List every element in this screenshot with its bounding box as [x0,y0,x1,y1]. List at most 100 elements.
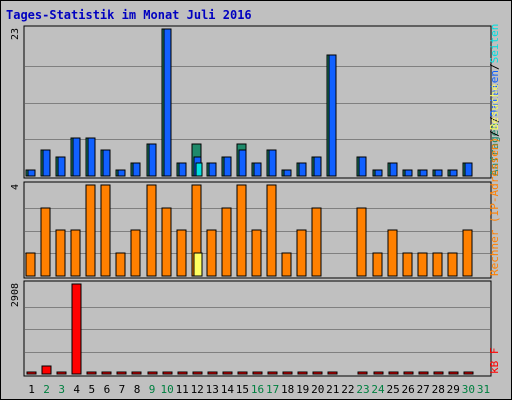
legend-label-part: Anfragen [488,123,501,176]
visits-panel-bar-rechner-ip-adressen--day-1 [25,252,36,277]
visits-panel-bar-rechner-ip-adressen--day-26 [402,252,413,277]
visits-panel-bar-rechner-ip-adressen--day-19 [296,229,307,277]
kb-panel-bar-kb-f-day-21 [327,371,338,375]
x-tick-label-day-7: 7 [119,383,126,396]
kb-panel-bar-kb-f-day-5 [86,371,97,375]
requests-panel-bar-dateien-day-11 [178,162,187,177]
x-tick-label-day-31: 31 [477,383,490,396]
visits-panel-bar-rechner-ip-adressen--day-27 [417,252,428,277]
kb-panel-bar-kb-f-day-27 [418,371,429,375]
visits-panel-bar-rechner-ip-adressen--day-8 [130,229,141,277]
requests-panel-bar-seiten-day-12 [195,162,203,177]
visits-panel-bar-rechner-ip-adressen--day-4 [70,229,81,277]
visits-panel-bar-rechner-ip-adressen--day-7 [115,252,126,277]
visits-panel-bar-rechner-ip-adressen--day-14 [221,207,232,277]
visits-panel-bar-rechner-ip-adressen--day-11 [176,229,187,277]
kb-panel-bar-kb-f-day-24 [373,371,384,375]
kb-panel-bar-kb-f-day-6 [101,371,112,375]
requests-panel-bar-dateien-day-9 [148,143,157,177]
x-tick-label-day-15: 15 [236,383,249,396]
kb-panel-bar-kb-f-day-15 [237,371,248,375]
requests-panel-bar-dateien-day-10 [163,28,172,177]
visits-panel-bar-rechner-ip-adressen--day-2 [40,207,51,277]
kb-panel-bar-kb-f-day-29 [448,371,459,375]
visits-panel-bar-rechner-ip-adressen--day-9 [146,184,157,277]
visits-panel-bar-rechner-ip-adressen--day-30 [462,229,473,277]
visits-panel-bar-rechner-ip-adressen--day-28 [432,252,443,277]
x-axis-day-labels: 1 2 3 4 5 6 7 8 9 10 11 12 13 14 15 16 17 18 19 20 21 22 23 24 2… [28,383,490,396]
x-tick-label-day-13: 13 [206,383,219,396]
x-tick-label-day-16: 16 [251,383,264,396]
kb-panel-bar-kb-f-day-18 [282,371,293,375]
requests-panel-bar-dateien-day-7 [117,169,126,177]
requests-panel-bar-dateien-day-8 [132,162,141,177]
x-tick-label-day-22: 22 [341,383,354,396]
x-tick-label-day-14: 14 [221,383,235,396]
x-tick-label-day-1: 1 [28,383,35,396]
requests-panel-bar-dateien-day-15 [238,149,247,177]
x-tick-label-day-12: 12 [191,383,204,396]
visits-panel-bar-rechner-ip-adressen--day-17 [266,184,277,277]
requests-panel-bar-dateien-day-21 [328,54,337,177]
x-tick-label-day-10: 10 [160,383,173,396]
requests-panel-bar-dateien-day-30 [464,162,473,177]
legend-label-part: / [488,63,501,70]
visits-panel: 4 Rechner (IP-Adressen)/Besuche [10,84,501,279]
visits-panel-bar-rechner-ip-adressen--day-24 [372,252,383,277]
kb-panel: 2908 kB F [10,280,501,377]
visits-panel-bar-rechner-ip-adressen--day-15 [236,184,247,277]
x-tick-label-day-17: 17 [266,383,279,396]
x-tick-label-day-28: 28 [432,383,445,396]
legend-label-part: Besuche [488,84,501,130]
visits-panel-bar-rechner-ip-adressen--day-16 [251,229,262,277]
kb-panel-bar-kb-f-day-3 [56,371,67,375]
x-tick-label-day-24: 24 [371,383,385,396]
requests-panel-bar-dateien-day-17 [268,149,277,177]
requests-panel-bar-dateien-day-26 [404,169,413,177]
requests-panel-bar-dateien-day-25 [389,162,398,177]
requests-panel-bar-dateien-day-28 [434,169,443,177]
kb-panel-bar-kb-f-day-8 [131,371,142,375]
visits-panel-bar-rechner-ip-adressen--day-18 [281,252,292,277]
requests-panel-bar-dateien-day-23 [358,156,367,177]
kb-panel-bar-kb-f-day-7 [116,371,127,375]
chart-title: Tages-Statistik im Monat Juli 2016 [6,8,252,22]
x-tick-label-day-21: 21 [326,383,339,396]
visits-panel-bar-rechner-ip-adressen--day-23 [356,207,367,277]
requests-panel-bar-dateien-day-16 [253,162,262,177]
requests-panel-bar-dateien-day-4 [72,137,81,177]
legend-label-part: Seiten [488,24,501,64]
requests-panel-bar-dateien-day-19 [298,162,307,177]
requests-panel-bar-dateien-day-29 [449,169,458,177]
kb-panel-bar-kb-f-day-12 [192,371,203,375]
visits-panel-bar-rechner-ip-adressen--day-10 [161,207,172,277]
requests-panel-ymax-label: 23 [10,28,21,40]
x-tick-label-day-9: 9 [149,383,156,396]
visits-panel-bar-rechner-ip-adressen--day-25 [387,229,398,277]
kb-panel-bar-kb-f-day-25 [388,371,399,375]
kb-panel-legend-label: kB F [488,348,501,375]
x-tick-label-day-5: 5 [88,383,95,396]
x-tick-label-day-25: 25 [386,383,399,396]
kb-panel-bar-kb-f-day-28 [433,371,444,375]
kb-panel-bar-kb-f-day-9 [147,371,158,375]
x-tick-label-day-20: 20 [311,383,324,396]
kb-panel-bar-kb-f-day-16 [252,371,263,375]
requests-panel-legend-label: Anfragen/Dateien/Seiten [488,24,501,176]
kb-panel-bar-kb-f-day-13 [207,371,218,375]
visits-panel-ymax-label: 4 [10,184,21,190]
x-tick-label-day-30: 30 [462,383,475,396]
requests-panel-bar-dateien-day-3 [57,156,66,177]
requests-panel-bar-dateien-day-6 [102,149,111,177]
requests-panel-bar-dateien-day-13 [208,162,217,177]
kb-panel-bar-kb-f-day-17 [267,371,278,375]
visits-panel-bar-besuche-day-12 [193,252,203,277]
requests-panel-bar-dateien-day-2 [42,149,51,177]
kb-panel-ymax-label: 2908 [10,283,21,307]
x-tick-label-day-19: 19 [296,383,309,396]
kb-panel-bar-kb-f-day-10 [162,371,173,375]
kb-panel-bar-kb-f-day-19 [297,371,308,375]
